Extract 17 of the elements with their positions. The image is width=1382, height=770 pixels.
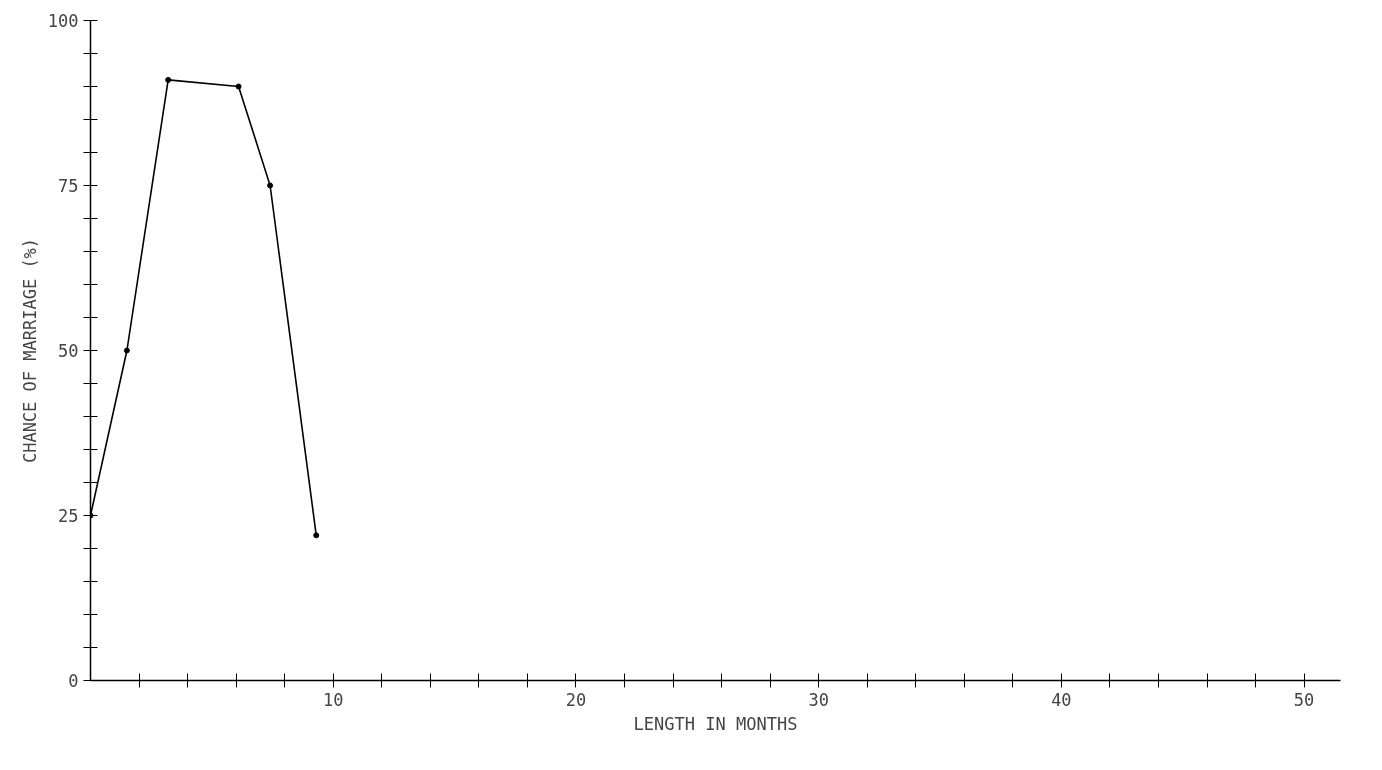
x-axis-title: LENGTH IN MONTHS (633, 713, 798, 734)
y-tick-label: 0 (68, 671, 79, 691)
x-tick-label: 30 (808, 689, 829, 710)
y-tick-label: 50 (58, 341, 79, 361)
y-tick-label: 75 (58, 176, 79, 196)
y-axis-title: CHANCE OF MARRIAGE (%) (19, 237, 40, 464)
point (235, 83, 242, 90)
x-tick-label: 10 (322, 689, 344, 710)
point (267, 182, 274, 189)
x-tick-label: 20 (565, 689, 587, 710)
y-tick-label: 100 (47, 11, 79, 31)
x-tick-label: 40 (1051, 689, 1072, 710)
x-tick-label: 50 (1293, 689, 1315, 710)
y-tick-label: 25 (58, 506, 79, 526)
point (165, 76, 172, 83)
point (313, 532, 320, 539)
point (123, 347, 130, 354)
